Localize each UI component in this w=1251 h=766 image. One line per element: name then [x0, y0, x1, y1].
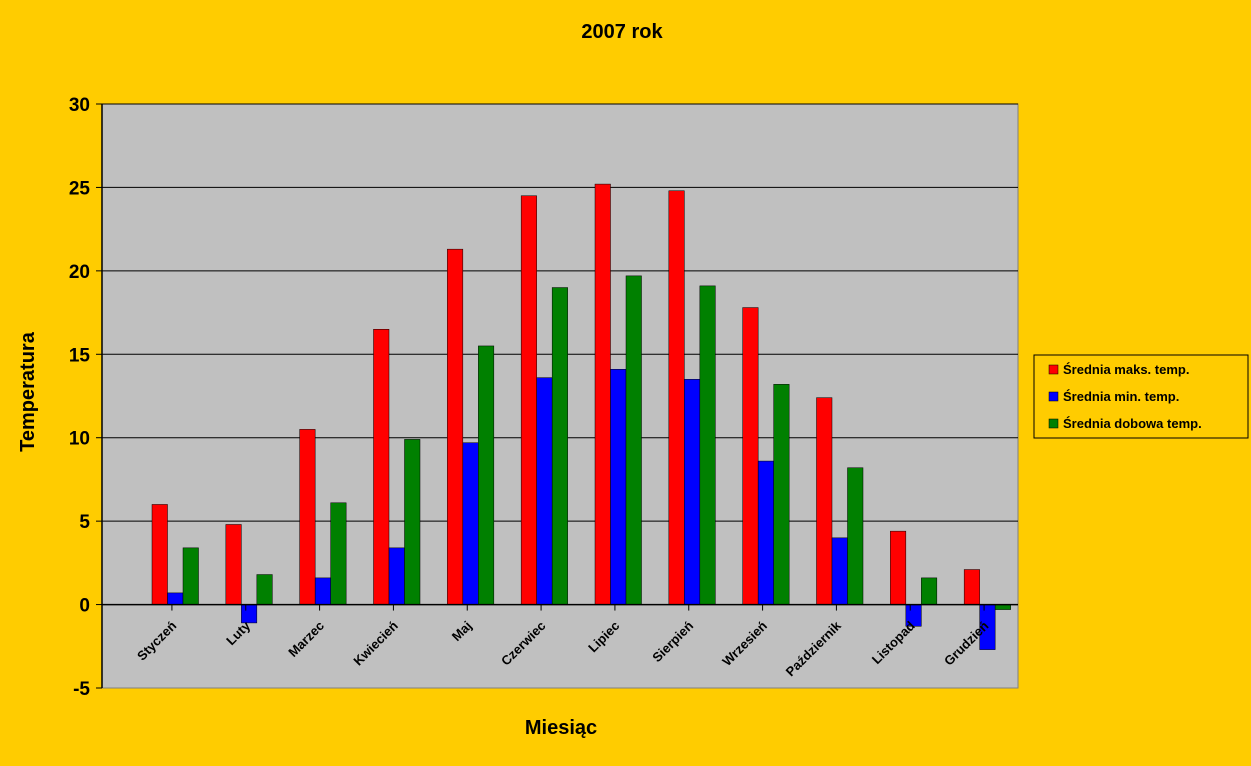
bar [404, 439, 421, 605]
legend-swatch [1048, 364, 1059, 375]
bar [668, 190, 685, 605]
axes-group [101, 104, 1018, 688]
bar [388, 547, 405, 605]
bar [994, 604, 1011, 610]
y-tick-label: 20 [69, 262, 90, 283]
y-tick-label: -5 [73, 679, 90, 700]
y-tick-label: 10 [69, 429, 90, 450]
bar [182, 547, 199, 605]
y-tick-labels: -5 0 5 10 15 20 25 30 [69, 95, 91, 700]
bar [610, 369, 627, 605]
bar [742, 307, 759, 605]
x-axis-title: Miesiąc [525, 717, 597, 739]
bar [536, 377, 553, 605]
bar [847, 467, 864, 605]
y-tick-label: 25 [69, 178, 91, 199]
bar [478, 345, 495, 605]
bar [520, 195, 537, 605]
legend: Średnia maks. temp. Średnia min. temp. Śre… [1033, 354, 1249, 439]
bar [314, 577, 331, 605]
y-tick-label: 0 [79, 596, 90, 617]
y-axis-title: Temperatura [17, 331, 39, 452]
bar [330, 502, 347, 605]
bar [699, 285, 716, 605]
bar [831, 537, 848, 605]
bar [921, 577, 938, 605]
bar [684, 379, 701, 605]
legend-swatch [1048, 391, 1059, 402]
y-tick-label: 15 [69, 345, 91, 366]
y-tick-label: 30 [69, 95, 90, 116]
chart-title: 2007 rok [581, 21, 663, 43]
legend-label: Średnia maks. temp. [1063, 362, 1189, 377]
legend-label: Średnia min. temp. [1063, 389, 1179, 404]
bar [225, 524, 242, 605]
bar [625, 275, 642, 605]
bar [373, 329, 390, 605]
legend-swatch [1048, 418, 1059, 429]
bar [256, 574, 273, 605]
bar [462, 442, 479, 605]
y-tick-label: 5 [79, 512, 90, 533]
bar [757, 460, 774, 605]
bar [299, 429, 316, 605]
bar [594, 183, 611, 605]
bar [816, 397, 833, 605]
bar [551, 287, 568, 605]
bars-group [151, 183, 1011, 650]
legend-box [1033, 354, 1249, 439]
bar [963, 569, 980, 605]
bar [447, 248, 464, 605]
legend-label: Średnia dobowa temp. [1063, 416, 1202, 431]
bar [890, 530, 907, 605]
bar [167, 592, 184, 605]
bar [773, 384, 790, 605]
bar [151, 504, 168, 605]
